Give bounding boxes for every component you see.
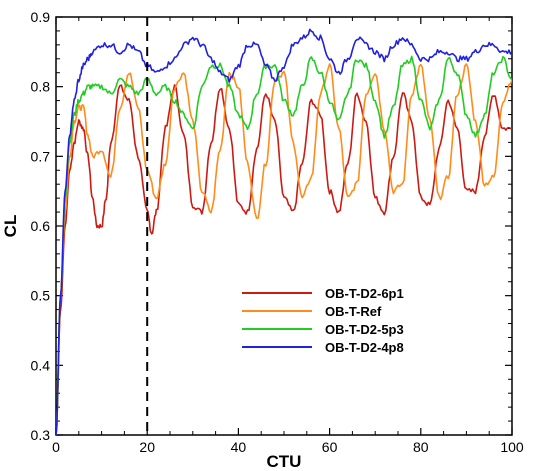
plot-layer: 0 20 40 60 80 100 0.3 0.4 0.5 0.6 0.7 0.8 0.9 OB-T-D2… (31, 9, 524, 455)
series-line-OB-T-D2-5p3 (56, 55, 512, 435)
y-tick-label: 0.5 (31, 288, 51, 304)
y-tick-label: 0.4 (31, 357, 51, 373)
legend-label: OB-T-D2-6p1 (325, 286, 404, 301)
x-axis-title: CTU (267, 452, 302, 471)
x-tick-label: 100 (500, 439, 524, 455)
series-line-OB-T-D2-6p1 (56, 84, 512, 435)
series-line-OB-T-D2-4p8 (56, 28, 512, 435)
x-tick-label: 0 (52, 439, 60, 455)
y-tick-label: 0.8 (31, 79, 51, 95)
x-tick-label: 40 (231, 439, 247, 455)
y-tick-label: 0.6 (31, 218, 51, 234)
series-line-OB-T-Ref (56, 63, 512, 435)
x-tick-label: 20 (139, 439, 155, 455)
y-axis-title: CL (1, 215, 20, 238)
legend-label: OB-T-Ref (325, 304, 382, 319)
y-tick-label: 0.9 (31, 9, 51, 25)
y-tick-label: 0.3 (31, 427, 51, 443)
legend-label: OB-T-D2-4p8 (325, 340, 404, 355)
x-tick-label: 60 (322, 439, 338, 455)
legend-label: OB-T-D2-5p3 (325, 322, 404, 337)
x-tick-label: 80 (413, 439, 429, 455)
y-tick-label: 0.7 (31, 148, 51, 164)
